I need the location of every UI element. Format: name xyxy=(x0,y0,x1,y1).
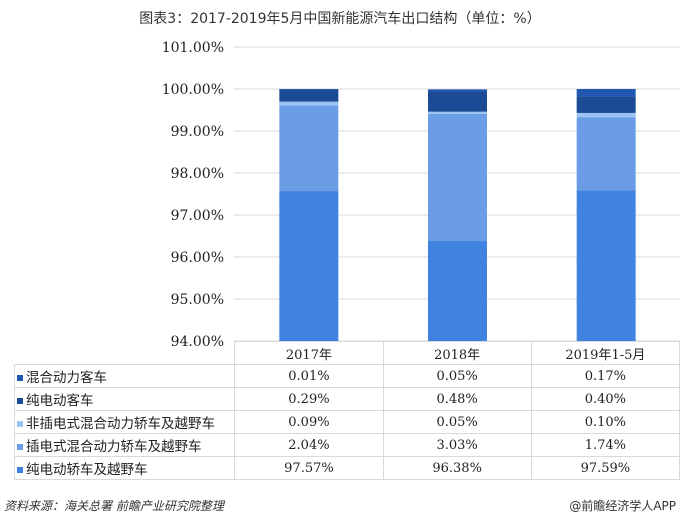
data-label: 0.05% xyxy=(382,364,532,388)
data-label: 0.01% xyxy=(234,364,384,388)
category-header: 2019年1-5月 xyxy=(530,341,680,365)
chart-title: 图表3：2017-2019年5月中国新能源汽车出口结构（单位：%） xyxy=(139,11,541,27)
bar-segment xyxy=(428,91,487,112)
data-label: 0.48% xyxy=(382,387,532,411)
source-note: 资料来源：海关总署 前瞻产业研究院整理 xyxy=(4,499,224,513)
bar-segment xyxy=(279,101,339,106)
legend-entry: 纯电动客车 xyxy=(13,387,236,411)
data-label: 0.29% xyxy=(234,387,384,411)
data-label: 0.09% xyxy=(234,410,384,434)
bar-segment xyxy=(428,111,487,114)
bar-segment xyxy=(576,112,636,118)
legend-entry: 纯电动轿车及越野车 xyxy=(13,456,236,480)
data-label: 0.10% xyxy=(530,410,680,434)
table-row: 非插电式混合动力轿车及越野车 0.09% 0.05% 0.10% xyxy=(13,410,680,434)
data-table: 2017年 2018年 2019年1-5月 混合动力客车 0.01% 0.05% 0.17%… xyxy=(13,341,680,480)
y-tick-label: 98.00% xyxy=(171,166,224,182)
y-tick-label: 101.00% xyxy=(162,40,224,56)
legend-swatch xyxy=(17,467,23,473)
data-label: 0.17% xyxy=(530,364,680,388)
legend-swatch xyxy=(17,375,23,381)
y-tick-label: 96.00% xyxy=(171,250,224,266)
series-name: 纯电动轿车及越野车 xyxy=(26,462,148,478)
legend-swatch xyxy=(17,398,23,404)
data-label: 2.04% xyxy=(234,433,384,457)
data-label: 97.57% xyxy=(234,456,384,480)
table-row: 混合动力客车 0.01% 0.05% 0.17% xyxy=(13,364,680,388)
y-tick-label: 99.00% xyxy=(171,124,224,140)
bar-segment xyxy=(576,117,636,191)
bar-segment xyxy=(279,89,339,102)
category-header: 2018年 xyxy=(382,341,532,365)
table-corner xyxy=(15,342,235,365)
series-name: 纯电动客车 xyxy=(26,393,94,409)
data-label: 96.38% xyxy=(382,456,532,480)
table-row: 纯电动轿车及越野车 97.57% 96.38% 97.59% xyxy=(13,456,680,480)
series-name: 混合动力客车 xyxy=(26,370,107,386)
legend-entry: 非插电式混合动力轿车及越野车 xyxy=(13,410,236,434)
series-name: 非插电式混合动力轿车及越野车 xyxy=(26,416,215,432)
bar-segment xyxy=(279,105,339,192)
y-tick-label: 94.00% xyxy=(171,334,224,350)
bar-segment xyxy=(576,96,636,113)
y-tick-label: 95.00% xyxy=(171,292,224,308)
data-label: 3.03% xyxy=(382,433,532,457)
series-name: 插电式混合动力轿车及越野车 xyxy=(26,439,202,455)
bar-segment xyxy=(428,89,487,92)
bar-segment xyxy=(428,113,487,242)
bar-segment xyxy=(576,89,636,97)
data-label: 1.74% xyxy=(530,433,680,457)
legend-entry: 插电式混合动力轿车及越野车 xyxy=(13,433,236,457)
table-row: 纯电动客车 0.29% 0.48% 0.40% xyxy=(13,387,680,411)
data-label: 97.59% xyxy=(530,456,680,480)
data-label: 0.05% xyxy=(382,410,532,434)
bar-segment xyxy=(576,190,636,341)
data-label: 0.40% xyxy=(530,387,680,411)
category-header: 2017年 xyxy=(234,341,384,365)
y-tick-label: 97.00% xyxy=(171,208,224,224)
bar-segment xyxy=(428,241,487,341)
bar-segment xyxy=(279,191,339,341)
table-row: 插电式混合动力轿车及越野车 2.04% 3.03% 1.74% xyxy=(13,433,680,457)
legend-entry: 混合动力客车 xyxy=(13,364,236,388)
y-tick-label: 100.00% xyxy=(162,82,224,98)
legend-swatch xyxy=(17,421,23,427)
brand-credit: @前瞻经济学人APP xyxy=(569,499,676,513)
legend-swatch xyxy=(17,444,23,450)
